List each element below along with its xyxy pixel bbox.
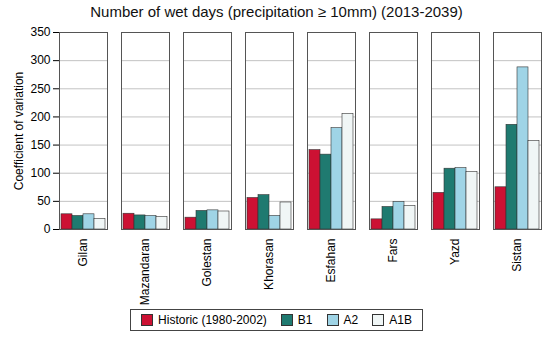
svg-text:Gilan: Gilan xyxy=(76,239,90,267)
svg-text:Golestan: Golestan xyxy=(200,239,214,287)
html-text:Number of wet days (precipitat: Number of wet days (precipitation ≥ 10mm… xyxy=(90,3,463,20)
svg-text:100: 100 xyxy=(30,166,50,180)
svg-text:Yazd: Yazd xyxy=(448,239,462,265)
svg-text:0: 0 xyxy=(44,222,51,236)
svg-text:150: 150 xyxy=(30,138,50,152)
html-text:A2: A2 xyxy=(343,313,359,327)
svg-text:Fars: Fars xyxy=(386,239,400,263)
html-text:B1: B1 xyxy=(297,313,313,327)
svg-text:Khorasan: Khorasan xyxy=(262,239,276,290)
svg-text:Coefficient of variation: Coefficient of variation xyxy=(12,72,26,191)
svg-text:50: 50 xyxy=(37,194,51,208)
svg-text:300: 300 xyxy=(30,53,50,67)
html-text:Historic (1980-2002): Historic (1980-2002) xyxy=(158,313,267,327)
svg-text:200: 200 xyxy=(30,110,50,124)
svg-text:Esfahan: Esfahan xyxy=(324,239,338,283)
svg-text:Mazandaran: Mazandaran xyxy=(138,239,152,306)
svg-text:350: 350 xyxy=(30,25,50,39)
html-text:A1B: A1B xyxy=(389,313,412,327)
svg-text:Sistan: Sistan xyxy=(510,239,524,272)
svg-text:250: 250 xyxy=(30,82,50,96)
